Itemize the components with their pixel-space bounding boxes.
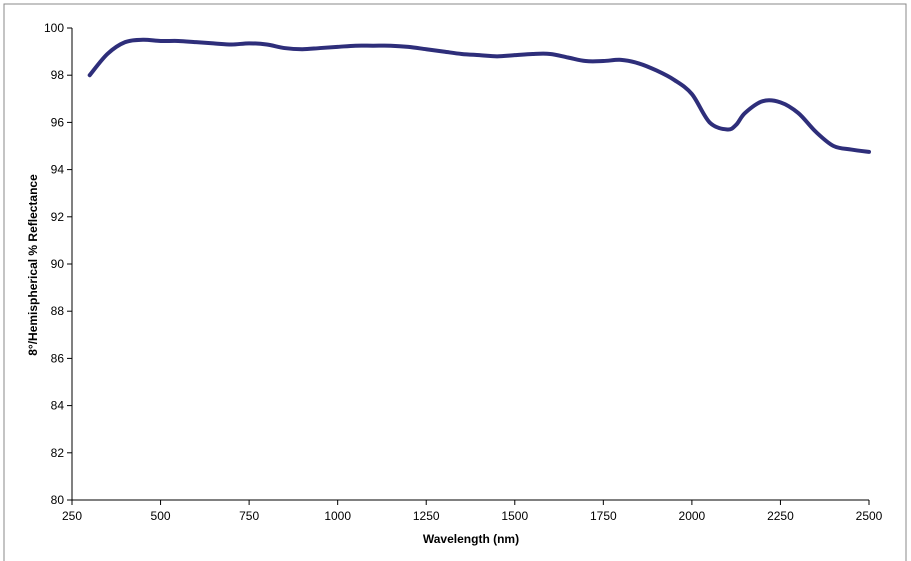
y-tick-label: 80 [51,493,65,507]
x-tick-label: 2250 [767,509,794,523]
x-tick-label: 1750 [590,509,617,523]
y-tick-label: 88 [51,304,65,318]
y-tick-label: 92 [51,210,65,224]
x-tick-label: 750 [239,509,259,523]
series-line [87,37,871,154]
x-axis-title: Wavelength (nm) [423,532,519,546]
y-tick-label: 94 [51,163,65,177]
x-tick-label: 2500 [856,509,883,523]
y-axis-ticks: 80 82 84 86 88 90 92 94 96 98 100 [44,21,72,507]
y-tick-label: 90 [51,257,65,271]
y-tick-label: 84 [51,399,65,413]
x-tick-label: 500 [151,509,171,523]
y-tick-label: 82 [51,446,65,460]
chart-frame [3,3,907,561]
y-tick-label: 86 [51,351,65,365]
x-tick-label: 1250 [413,509,440,523]
y-axis-title: 8°/Hemispherical % Reflectance [26,174,40,356]
y-tick-label: 98 [51,68,65,82]
x-tick-label: 250 [62,509,82,523]
x-tick-label: 1500 [501,509,528,523]
x-axis-ticks: 250 500 750 1000 1250 1500 1750 2000 2250 2500 [62,500,883,523]
x-tick-label: 1000 [324,509,351,523]
y-tick-label: 96 [51,115,65,129]
y-tick-label: 100 [44,21,64,35]
x-tick-label: 2000 [679,509,706,523]
